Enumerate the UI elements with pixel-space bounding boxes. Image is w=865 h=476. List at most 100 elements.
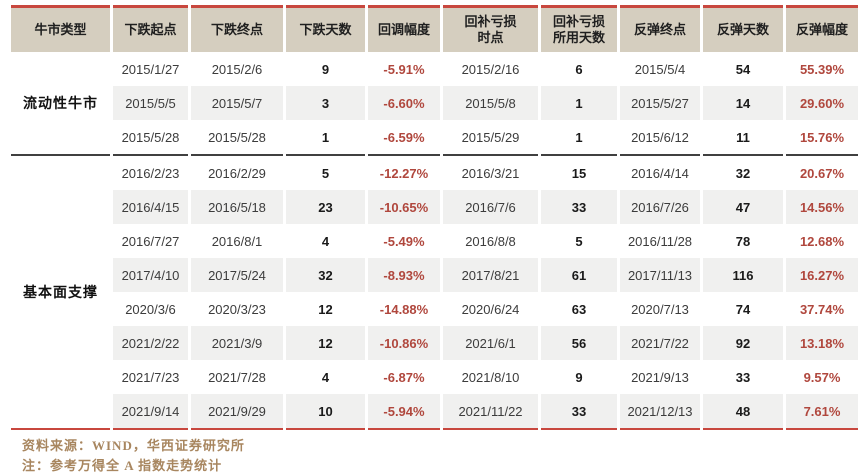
table-cell: 2016/3/21 xyxy=(443,154,538,190)
table-cell: 2015/5/8 xyxy=(443,86,538,120)
table-cell: 2017/5/24 xyxy=(191,258,283,292)
table-cell: 74 xyxy=(735,301,751,317)
header-row: 牛市类型 下跌起点 下跌终点 下跌天数 回调幅度 回补亏损 时点 回补亏损 所用天数 反弹终点… xyxy=(11,5,858,52)
table-row: 2016/7/27 2016/8/1 4 -5.49% 2016/8/8 5 2016/11… xyxy=(11,224,858,258)
table-cell: 2021/7/23 xyxy=(121,369,180,385)
table-cell: 2016/7/6 xyxy=(443,190,538,224)
column-header: 反弹幅度 xyxy=(786,5,858,52)
column-header: 回补亏损 时点 xyxy=(443,5,538,52)
table-cell: 5 xyxy=(286,154,365,190)
table-row: 2021/9/14 2021/9/29 10 -5.94% 2021/11/22 33 20… xyxy=(11,394,858,430)
source-note: 资料来源：WIND，华西证券研究所 xyxy=(22,438,245,453)
table-row: 流动性牛市 2015/1/27 2015/2/6 9 -5.91% 2015/2/16 6 2… xyxy=(11,52,858,154)
table-cell: 32 xyxy=(703,154,783,190)
table-cell: 63 xyxy=(571,301,587,317)
table-cell: 2021/2/22 xyxy=(113,326,188,360)
table-cell: 2020/3/6 xyxy=(125,301,176,317)
table-cell: 2015/5/7 xyxy=(191,86,283,120)
table-cell: 12 xyxy=(286,326,365,360)
table-cell: 2015/2/6 xyxy=(211,61,263,77)
table-cell: 4 xyxy=(321,233,330,249)
column-header: 下跌终点 xyxy=(191,5,283,52)
table-cell: 3 xyxy=(286,86,365,120)
index-note: 注：参考万得全 A 指数走势统计 xyxy=(22,458,223,474)
bull-market-type-label: 流动性牛市 xyxy=(11,52,110,154)
table-cell: 2016/4/14 xyxy=(620,154,700,190)
table-cell: 2015/5/28 xyxy=(121,129,180,145)
column-header: 牛市类型 xyxy=(11,5,110,52)
table-cell: 92 xyxy=(703,326,783,360)
table-cell: 16.27% xyxy=(786,258,858,292)
table-cell: -14.88% xyxy=(379,301,429,317)
table-footnotes: 资料来源：WIND，华西证券研究所 注：参考万得全 A 指数走势统计 xyxy=(22,436,857,476)
table-cell: 2020/6/24 xyxy=(461,301,520,317)
table-cell: 9.57% xyxy=(803,369,841,385)
table-cell: -5.94% xyxy=(368,394,440,430)
bull-market-type-label: 基本面支撑 xyxy=(11,154,110,430)
table-cell: 2015/5/5 xyxy=(113,86,188,120)
table-cell: 2016/7/27 xyxy=(121,233,180,249)
table-cell: 13.18% xyxy=(786,326,858,360)
table-cell: 2021/8/10 xyxy=(461,369,520,385)
table-cell: 2021/12/13 xyxy=(620,394,700,430)
table-body: 流动性牛市 2015/1/27 2015/2/6 9 -5.91% 2015/2/16 6 2… xyxy=(11,52,858,430)
table-cell: 32 xyxy=(286,258,365,292)
table-row: 基本面支撑 2016/2/23 2016/2/29 5 -12.27% 2016/3/21… xyxy=(11,154,858,430)
column-header: 回调幅度 xyxy=(368,5,440,52)
table-cell: 56 xyxy=(541,326,617,360)
table-row: 2021/7/23 2021/7/28 4 -6.87% 2021/8/10 9 2021/… xyxy=(11,360,858,394)
table-cell: 1 xyxy=(321,129,330,145)
table-cell: 2016/8/1 xyxy=(211,233,263,249)
table-cell: 15.76% xyxy=(799,129,845,145)
table-cell: -6.59% xyxy=(383,129,425,145)
table-cell: -10.65% xyxy=(368,190,440,224)
table-cell: 6 xyxy=(575,61,583,77)
table-cell: 2020/7/13 xyxy=(631,301,689,317)
column-header: 下跌天数 xyxy=(286,5,365,52)
table-row: 2016/4/15 2016/5/18 23 -10.65% 2016/7/6 33 201… xyxy=(11,190,858,224)
table-cell: 5 xyxy=(575,233,583,249)
table-cell: 2016/2/29 xyxy=(191,154,283,190)
table-cell: 2016/11/28 xyxy=(627,233,693,249)
bull-market-pullback-table: 牛市类型 下跌起点 下跌终点 下跌天数 回调幅度 回补亏损 时点 回补亏损 所用天数 反弹终点… xyxy=(8,5,861,430)
table-cell: 10 xyxy=(286,394,365,430)
table-cell: 116 xyxy=(703,258,783,292)
table-cell: 2017/8/21 xyxy=(443,258,538,292)
table-cell: 20.67% xyxy=(786,154,858,190)
table-cell: 33 xyxy=(541,190,617,224)
table-cell: 9 xyxy=(575,369,583,385)
table-cell: -5.91% xyxy=(383,61,425,77)
table-cell: 2016/8/8 xyxy=(465,233,516,249)
table-cell: 37.74% xyxy=(799,301,845,317)
table-cell: 4 xyxy=(321,369,330,385)
table-cell: -5.49% xyxy=(383,233,425,249)
table-cell: 78 xyxy=(735,233,751,249)
table-cell: 14.56% xyxy=(786,190,858,224)
table-cell: 9 xyxy=(321,61,330,77)
table-cell: 29.60% xyxy=(786,86,858,120)
table-cell: 15 xyxy=(541,154,617,190)
table-cell: -8.93% xyxy=(368,258,440,292)
table-cell: 55.39% xyxy=(799,61,845,77)
table-cell: 2021/9/14 xyxy=(113,394,188,430)
table-cell: 11 xyxy=(736,129,750,145)
table-cell: 2021/7/22 xyxy=(620,326,700,360)
table-cell: -12.27% xyxy=(368,154,440,190)
table-cell: 61 xyxy=(541,258,617,292)
column-header: 反弹终点 xyxy=(620,5,700,52)
table-cell: 2016/5/18 xyxy=(191,190,283,224)
table-cell: 12 xyxy=(318,301,333,317)
table-cell: 2015/6/12 xyxy=(631,129,689,145)
table-cell: 2015/5/4 xyxy=(634,61,686,77)
table-cell: 48 xyxy=(703,394,783,430)
table-cell: 14 xyxy=(703,86,783,120)
table-cell: 2020/3/23 xyxy=(208,301,266,317)
table-cell: 2015/5/28 xyxy=(208,129,266,145)
table-cell: 7.61% xyxy=(786,394,858,430)
table-cell: 47 xyxy=(703,190,783,224)
table-cell: 2015/5/29 xyxy=(461,129,520,145)
table-cell: -6.87% xyxy=(383,369,425,385)
table-cell: 1 xyxy=(541,86,617,120)
table-cell: 2021/3/9 xyxy=(191,326,283,360)
table-row: 2015/5/5 2015/5/7 3 -6.60% 2015/5/8 1 2015/5/2… xyxy=(11,86,858,120)
